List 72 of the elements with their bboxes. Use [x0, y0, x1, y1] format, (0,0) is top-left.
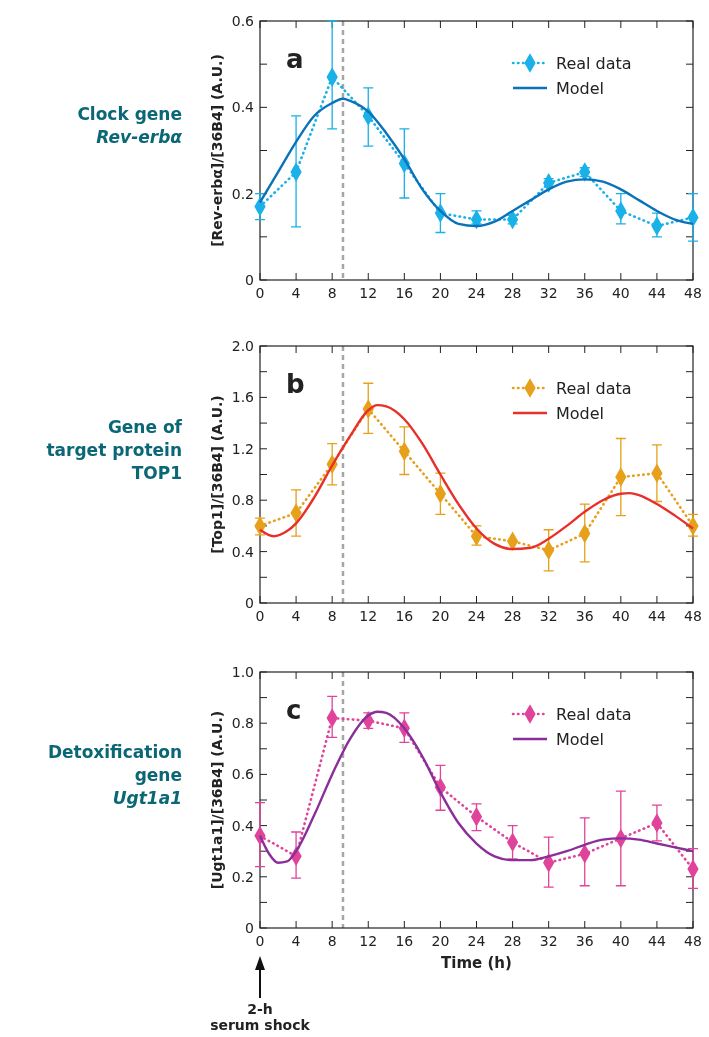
x-tick-label: 20 — [431, 285, 450, 301]
x-tick-label: 40 — [611, 285, 630, 301]
x-tick-label: 28 — [503, 285, 522, 301]
y-axis-title: [Top1]/[36B4] (A.U.) — [209, 395, 225, 554]
x-tick-label: 32 — [539, 285, 558, 301]
x-tick-label: 0 — [255, 285, 265, 301]
x-tick-label: 8 — [327, 285, 337, 301]
x-tick-label: 8 — [327, 933, 337, 949]
text: 2-h serum shock — [210, 1001, 311, 1033]
x-tick-label: 16 — [395, 608, 414, 624]
x-tick-label: 48 — [684, 608, 702, 624]
legend-label: Model — [556, 404, 605, 423]
x-tick-label: 8 — [327, 608, 337, 624]
x-tick-label: 36 — [575, 608, 594, 624]
y-tick-label: 0.4 — [231, 817, 255, 834]
x-tick-label: 24 — [467, 608, 486, 624]
y-tick-label: 0.2 — [231, 185, 254, 202]
y-tick-label: 0.4 — [231, 99, 255, 116]
x-tick-label: 4 — [291, 285, 301, 301]
x-tick-label: 0 — [255, 933, 265, 949]
y-tick-label: 0.6 — [231, 13, 255, 29]
y-tick-label: 1.2 — [231, 440, 254, 457]
legend-label: Model — [556, 730, 605, 749]
x-tick-label: 32 — [539, 608, 558, 624]
x-tick-label: 4 — [291, 608, 301, 624]
x-tick-label: 4 — [291, 933, 301, 949]
x-tick-label: 16 — [395, 933, 414, 949]
x-tick-label: 28 — [503, 608, 522, 624]
y-tick-label: 1.0 — [231, 664, 254, 680]
y-tick-label: 1.6 — [231, 389, 255, 406]
x-tick-label: 12 — [359, 285, 378, 301]
x-tick-label: 44 — [648, 285, 666, 301]
y-tick-label: 0.6 — [231, 766, 255, 783]
x-tick-label: 44 — [648, 933, 666, 949]
x-tick-label: 36 — [575, 285, 594, 301]
text: Clock gene Rev-erbα — [77, 103, 183, 147]
x-tick-label: 24 — [467, 933, 486, 949]
x-tick-label: 28 — [503, 933, 522, 949]
y-tick-label: 0.8 — [231, 715, 254, 732]
y-tick-label: 0.2 — [231, 868, 254, 885]
x-tick-label: 32 — [539, 933, 558, 949]
y-tick-label: 0.4 — [231, 543, 255, 560]
x-tick-label: 48 — [684, 933, 702, 949]
legend-label: Real data — [556, 54, 632, 73]
y-tick-label: 0.8 — [231, 492, 254, 509]
x-tick-label: 44 — [648, 608, 666, 624]
x-tick-label: 40 — [611, 933, 630, 949]
x-tick-label: 0 — [255, 608, 265, 624]
x-tick-label: 40 — [611, 608, 630, 624]
y-axis-title: [Rev-erbα]/[36B4] (A.U.) — [209, 54, 225, 247]
x-axis-title: Time (h) — [441, 954, 512, 972]
x-tick-label: 12 — [359, 933, 378, 949]
x-tick-label: 48 — [684, 285, 702, 301]
x-tick-label: 12 — [359, 608, 378, 624]
x-tick-label: 20 — [431, 608, 450, 624]
text: Gene of target protein TOP1 — [46, 416, 183, 483]
y-axis-title: [Ugt1a1]/[36B4] (A.U.) — [209, 710, 225, 890]
y-tick-label: 0 — [245, 272, 254, 288]
y-tick-label: 0 — [245, 595, 254, 611]
text: Detoxification gene Ugt1a1 — [47, 742, 182, 808]
text: a — [286, 44, 304, 74]
text: c — [286, 695, 302, 725]
y-tick-label: 2.0 — [231, 338, 254, 354]
x-tick-label: 16 — [395, 285, 414, 301]
x-tick-label: 36 — [575, 933, 594, 949]
x-tick-label: 24 — [467, 285, 486, 301]
legend-label: Model — [556, 79, 605, 98]
y-tick-label: 0 — [245, 920, 254, 936]
text: b — [286, 369, 305, 399]
legend-label: Real data — [556, 705, 632, 724]
legend-label: Real data — [556, 379, 632, 398]
x-tick-label: 20 — [431, 933, 450, 949]
